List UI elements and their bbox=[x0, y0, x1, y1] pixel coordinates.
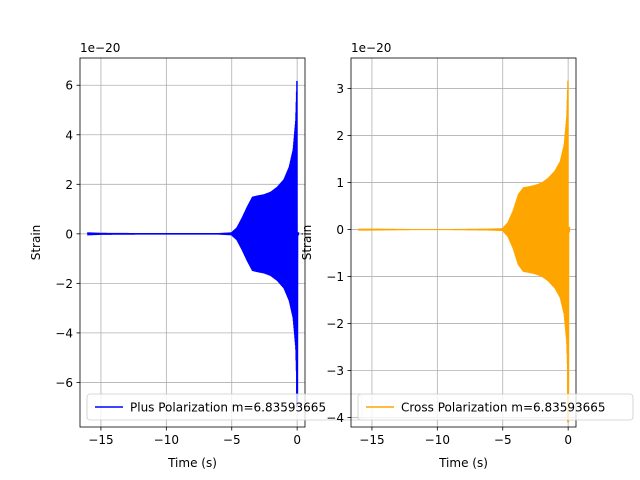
y-tick-label: −2 bbox=[326, 317, 344, 331]
y-tick-label: 3 bbox=[336, 82, 344, 96]
y-offset-text: 1e−20 bbox=[351, 41, 391, 55]
legend-entry-1: Cross Polarization m=6.83593665 bbox=[401, 401, 606, 415]
series-line-1 bbox=[358, 80, 571, 423]
y-tick-label: 2 bbox=[65, 178, 73, 192]
y-tick-label: 4 bbox=[65, 128, 73, 142]
x-tick-label: 0 bbox=[293, 433, 301, 447]
series-line-1 bbox=[87, 80, 300, 408]
x-axis-label: Time (s) bbox=[438, 456, 488, 470]
y-tick-label: 0 bbox=[65, 227, 73, 241]
x-tick-label: −15 bbox=[359, 433, 384, 447]
y-tick-label: −4 bbox=[326, 411, 344, 425]
legend: Plus Polarization m=6.83593665 bbox=[86, 393, 363, 421]
x-tick-label: −15 bbox=[88, 433, 113, 447]
y-tick-label: −6 bbox=[55, 376, 73, 390]
y-tick-label: 0 bbox=[336, 223, 344, 237]
x-tick-label: −10 bbox=[425, 433, 450, 447]
y-axis-label: Strain bbox=[29, 225, 43, 261]
y-tick-label: 6 bbox=[65, 79, 73, 93]
x-tick-label: 0 bbox=[564, 433, 572, 447]
y-tick-label: 2 bbox=[336, 129, 344, 143]
y-tick-label: −3 bbox=[326, 364, 344, 378]
y-axis-label: Strain bbox=[300, 225, 314, 261]
y-tick-label: −2 bbox=[55, 277, 73, 291]
axes-frame bbox=[350, 57, 577, 428]
legend-box bbox=[357, 393, 634, 421]
x-tick-label: −5 bbox=[494, 433, 512, 447]
y-offset-text: 1e−20 bbox=[80, 41, 120, 55]
x-axis-label: Time (s) bbox=[167, 456, 217, 470]
axes-frame bbox=[79, 57, 306, 428]
y-tick-label: −1 bbox=[326, 270, 344, 284]
x-tick-label: −5 bbox=[223, 433, 241, 447]
legend-entry-1: Plus Polarization m=6.83593665 bbox=[130, 401, 326, 415]
x-tick-label: −10 bbox=[154, 433, 179, 447]
legend: Cross Polarization m=6.83593665 bbox=[357, 393, 634, 421]
y-tick-label: 1 bbox=[336, 176, 344, 190]
y-tick-label: −4 bbox=[55, 326, 73, 340]
